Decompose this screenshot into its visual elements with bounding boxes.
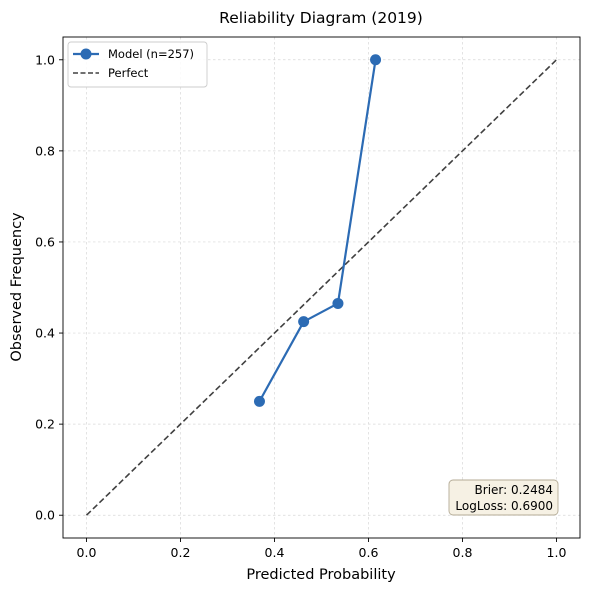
chart-title: Reliability Diagram (2019) — [219, 9, 423, 27]
x-tick-label: 0.4 — [265, 545, 285, 560]
legend-model-marker — [80, 48, 92, 60]
model-series-line — [258, 59, 377, 402]
plot-area-frame — [62, 36, 581, 539]
y-tick-label: 0.0 — [35, 508, 55, 523]
x-tick-label: 0.8 — [453, 545, 473, 560]
x-axis-label: Predicted Probability — [246, 567, 396, 583]
legend-model-label: Model (n=257) — [108, 47, 194, 61]
stats-annotation: Brier: 0.2484 LogLoss: 0.6900 — [448, 479, 559, 516]
logloss-score: LogLoss: 0.6900 — [455, 499, 553, 513]
legend: Model (n=257) Perfect — [67, 41, 208, 88]
model-data-point — [253, 395, 265, 407]
model-data-point — [298, 316, 310, 328]
y-tick-label: 0.8 — [35, 143, 55, 158]
y-tick-label: 0.2 — [35, 417, 55, 432]
x-axis-ticks: 0.0 0.2 0.4 0.6 0.8 1.0 — [77, 538, 567, 560]
x-tick-label: 0.2 — [171, 545, 191, 560]
y-axis-ticks: 0.0 0.2 0.4 0.6 0.8 1.0 — [35, 52, 63, 523]
y-tick-label: 0.6 — [35, 234, 55, 249]
x-tick-label: 0.6 — [359, 545, 379, 560]
y-axis-label: Observed Frequency — [9, 212, 25, 362]
x-tick-label: 0.0 — [77, 545, 97, 560]
y-tick-label: 1.0 — [35, 52, 55, 67]
model-data-point — [370, 54, 382, 66]
legend-perfect-label: Perfect — [108, 66, 149, 80]
y-tick-label: 0.4 — [35, 326, 55, 341]
perfect-calibration-line — [85, 59, 558, 516]
stats-box — [448, 479, 559, 516]
model-data-point — [332, 297, 344, 309]
series-layer — [85, 54, 558, 516]
brier-score: Brier: 0.2484 — [475, 483, 553, 497]
legend-box — [67, 41, 208, 88]
x-tick-label: 1.0 — [547, 545, 567, 560]
